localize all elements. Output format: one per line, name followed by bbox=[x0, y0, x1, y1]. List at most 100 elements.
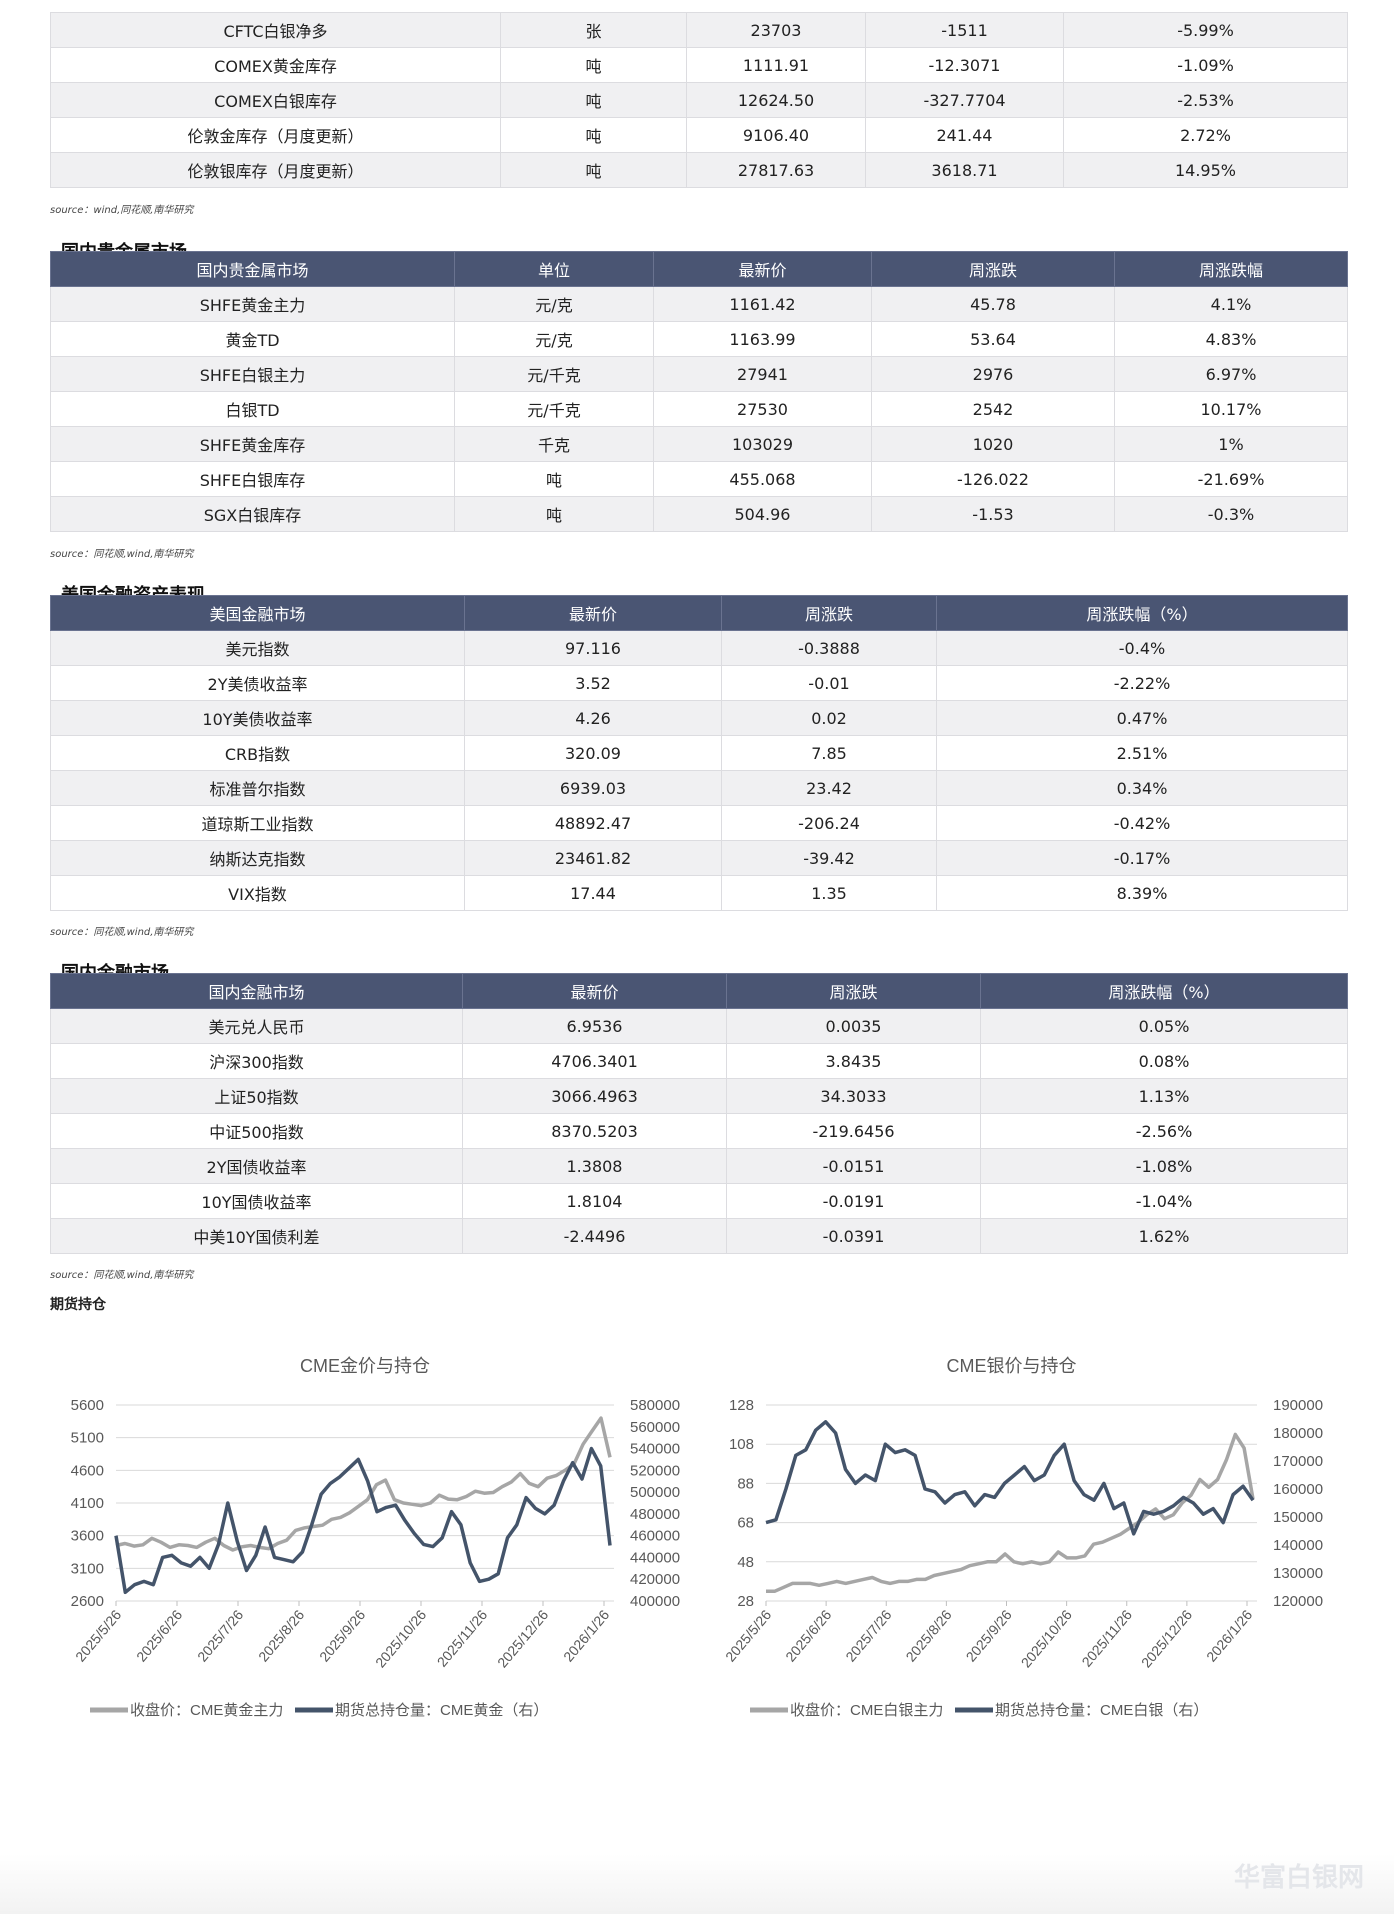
table-cell: -0.01 bbox=[721, 665, 937, 701]
x-tick-label: 2025/12/26 bbox=[494, 1606, 551, 1670]
y2-tick-label: 440000 bbox=[630, 1549, 680, 1566]
table-cell: 0.0035 bbox=[726, 1008, 981, 1044]
table-row: 道琼斯工业指数 48892.47 -206.24 -0.42% bbox=[50, 805, 1348, 841]
table-cell: 6.9536 bbox=[462, 1008, 727, 1044]
table-cell: -206.24 bbox=[721, 805, 937, 841]
y-tick-label: 2600 bbox=[71, 1593, 104, 1610]
y-tick-label: 4100 bbox=[71, 1495, 104, 1512]
column-header: 周涨跌 bbox=[721, 595, 937, 631]
x-tick-label: 2025/10/26 bbox=[372, 1606, 429, 1670]
table-cell: 白银TD bbox=[50, 391, 455, 427]
table-cell: 吨 bbox=[454, 496, 654, 532]
table-cell: -126.022 bbox=[871, 461, 1115, 497]
table-cell: 1020 bbox=[871, 426, 1115, 462]
table-cell: 9106.40 bbox=[686, 117, 866, 153]
table-row: 10Y国债收益率 1.8104 -0.0191 -1.04% bbox=[50, 1183, 1348, 1219]
source-note: source：同花顺,wind,南华研究 bbox=[50, 1270, 194, 1281]
table-cell: -2.53% bbox=[1063, 82, 1348, 118]
table-cell: 美元兑人民币 bbox=[50, 1008, 463, 1044]
table-cell: 元/千克 bbox=[454, 391, 654, 427]
table-cell: 455.068 bbox=[653, 461, 872, 497]
table-cell: 吨 bbox=[454, 461, 654, 497]
column-header: 国内贵金属市场 bbox=[50, 251, 455, 287]
table-cell: -39.42 bbox=[721, 840, 937, 876]
y2-tick-label: 420000 bbox=[630, 1571, 680, 1588]
table-cell: 504.96 bbox=[653, 496, 872, 532]
table-cell: 103029 bbox=[653, 426, 872, 462]
table-cell: 元/克 bbox=[454, 321, 654, 357]
table-row: 美元指数 97.116 -0.3888 -0.4% bbox=[50, 630, 1348, 666]
legend-label: 收盘价：CME黄金主力 bbox=[130, 1701, 283, 1719]
table-cell: 1163.99 bbox=[653, 321, 872, 357]
table4: 国内金融市场 最新价 周涨跌 周涨跌幅（%） 美元兑人民币 6.9536 0.0035 0.0… bbox=[50, 973, 1348, 1254]
x-tick-label: 2025/10/26 bbox=[1018, 1606, 1075, 1670]
table-cell: 1.35 bbox=[721, 875, 937, 911]
table-cell: 0.08% bbox=[980, 1043, 1348, 1079]
table-cell: 1% bbox=[1114, 426, 1348, 462]
table-cell: 1.62% bbox=[980, 1218, 1348, 1254]
table-cell: COMEX白银库存 bbox=[50, 82, 501, 118]
table-cell: COMEX黄金库存 bbox=[50, 47, 501, 83]
table-cell: 6.97% bbox=[1114, 356, 1348, 392]
table-row: COMEX白银库存吨 12624.50 -327.7704 -2.53% bbox=[50, 82, 1348, 118]
table-cell: 241.44 bbox=[865, 117, 1064, 153]
column-header: 周涨跌 bbox=[871, 251, 1115, 287]
table-row: VIX指数 17.44 1.35 8.39% bbox=[50, 875, 1348, 911]
legend-label: 期货总持仓量：CME白银（右） bbox=[995, 1702, 1208, 1719]
y2-tick-label: 160000 bbox=[1273, 1481, 1323, 1498]
table-cell: 0.05% bbox=[980, 1008, 1348, 1044]
table-row: 伦敦金库存（月度更新）吨 9106.40 241.44 2.72% bbox=[50, 117, 1348, 153]
table-cell: 2Y国债收益率 bbox=[50, 1148, 463, 1184]
table-row: 上证50指数 3066.4963 34.3033 1.13% bbox=[50, 1078, 1348, 1114]
x-tick-label: 2025/12/26 bbox=[1138, 1606, 1195, 1670]
table-cell: 上证50指数 bbox=[50, 1078, 463, 1114]
table-cell: 17.44 bbox=[464, 875, 722, 911]
y2-tick-label: 170000 bbox=[1273, 1453, 1323, 1470]
table-cell: 4.26 bbox=[464, 700, 722, 736]
open-interest-line bbox=[114, 1446, 612, 1595]
table-cell: 伦敦金库存（月度更新） bbox=[50, 117, 501, 153]
y-tick-label: 5600 bbox=[71, 1397, 104, 1414]
x-tick-label: 2025/6/26 bbox=[782, 1606, 834, 1664]
table-row: 白银TD 元/千克 27530 2542 10.17% bbox=[50, 391, 1348, 427]
table-cell: CRB指数 bbox=[50, 735, 465, 771]
table-cell: 元/千克 bbox=[454, 356, 654, 392]
table-cell: 0.34% bbox=[936, 770, 1348, 806]
table-row: 美元兑人民币 6.9536 0.0035 0.05% bbox=[50, 1008, 1348, 1044]
table-row: CRB指数 320.09 7.85 2.51% bbox=[50, 735, 1348, 771]
legend-label: 期货总持仓量：CME黄金（右） bbox=[335, 1702, 548, 1719]
watermark: 华富白银网 bbox=[1233, 1863, 1364, 1893]
y-tick-label: 128 bbox=[729, 1397, 754, 1414]
y-tick-label: 28 bbox=[737, 1593, 754, 1610]
y-tick-label: 108 bbox=[729, 1436, 754, 1453]
table-cell: 4706.3401 bbox=[462, 1043, 727, 1079]
legend-label: 收盘价：CME白银主力 bbox=[790, 1701, 943, 1719]
table-cell: -1.09% bbox=[1063, 47, 1348, 83]
table-cell: 45.78 bbox=[871, 286, 1115, 322]
y-tick-label: 48 bbox=[737, 1554, 754, 1571]
x-tick-label: 2025/7/26 bbox=[842, 1606, 894, 1664]
table-cell: 3.52 bbox=[464, 665, 722, 701]
futures-section-title: 期货持仓 bbox=[50, 1297, 106, 1313]
y-tick-label: 3100 bbox=[71, 1560, 104, 1577]
table-cell: -2.4496 bbox=[462, 1218, 727, 1254]
x-tick-label: 2025/8/26 bbox=[255, 1606, 307, 1664]
table-row: 2Y美债收益率 3.52 -0.01 -2.22% bbox=[50, 665, 1348, 701]
table-cell: 12624.50 bbox=[686, 82, 866, 118]
y2-tick-label: 580000 bbox=[630, 1397, 680, 1414]
table-cell: -1.53 bbox=[871, 496, 1115, 532]
column-header: 周涨跌幅 bbox=[1114, 251, 1348, 287]
table-cell: -1.04% bbox=[980, 1183, 1348, 1219]
table-row: SHFE黄金库存 千克 103029 1020 1% bbox=[50, 426, 1348, 462]
table-row: SHFE白银主力 元/千克 27941 2976 6.97% bbox=[50, 356, 1348, 392]
table-cell: 2.72% bbox=[1063, 117, 1348, 153]
y2-tick-label: 560000 bbox=[630, 1419, 680, 1436]
table-cell: -219.6456 bbox=[726, 1113, 981, 1149]
table-cell: SHFE白银库存 bbox=[50, 461, 455, 497]
x-tick-label: 2025/7/26 bbox=[194, 1606, 246, 1664]
x-tick-label: 2026/1/26 bbox=[1203, 1606, 1255, 1664]
table-cell: -0.0151 bbox=[726, 1148, 981, 1184]
table-cell: 黄金TD bbox=[50, 321, 455, 357]
table-cell: 10Y国债收益率 bbox=[50, 1183, 463, 1219]
table-cell: 3.8435 bbox=[726, 1043, 981, 1079]
